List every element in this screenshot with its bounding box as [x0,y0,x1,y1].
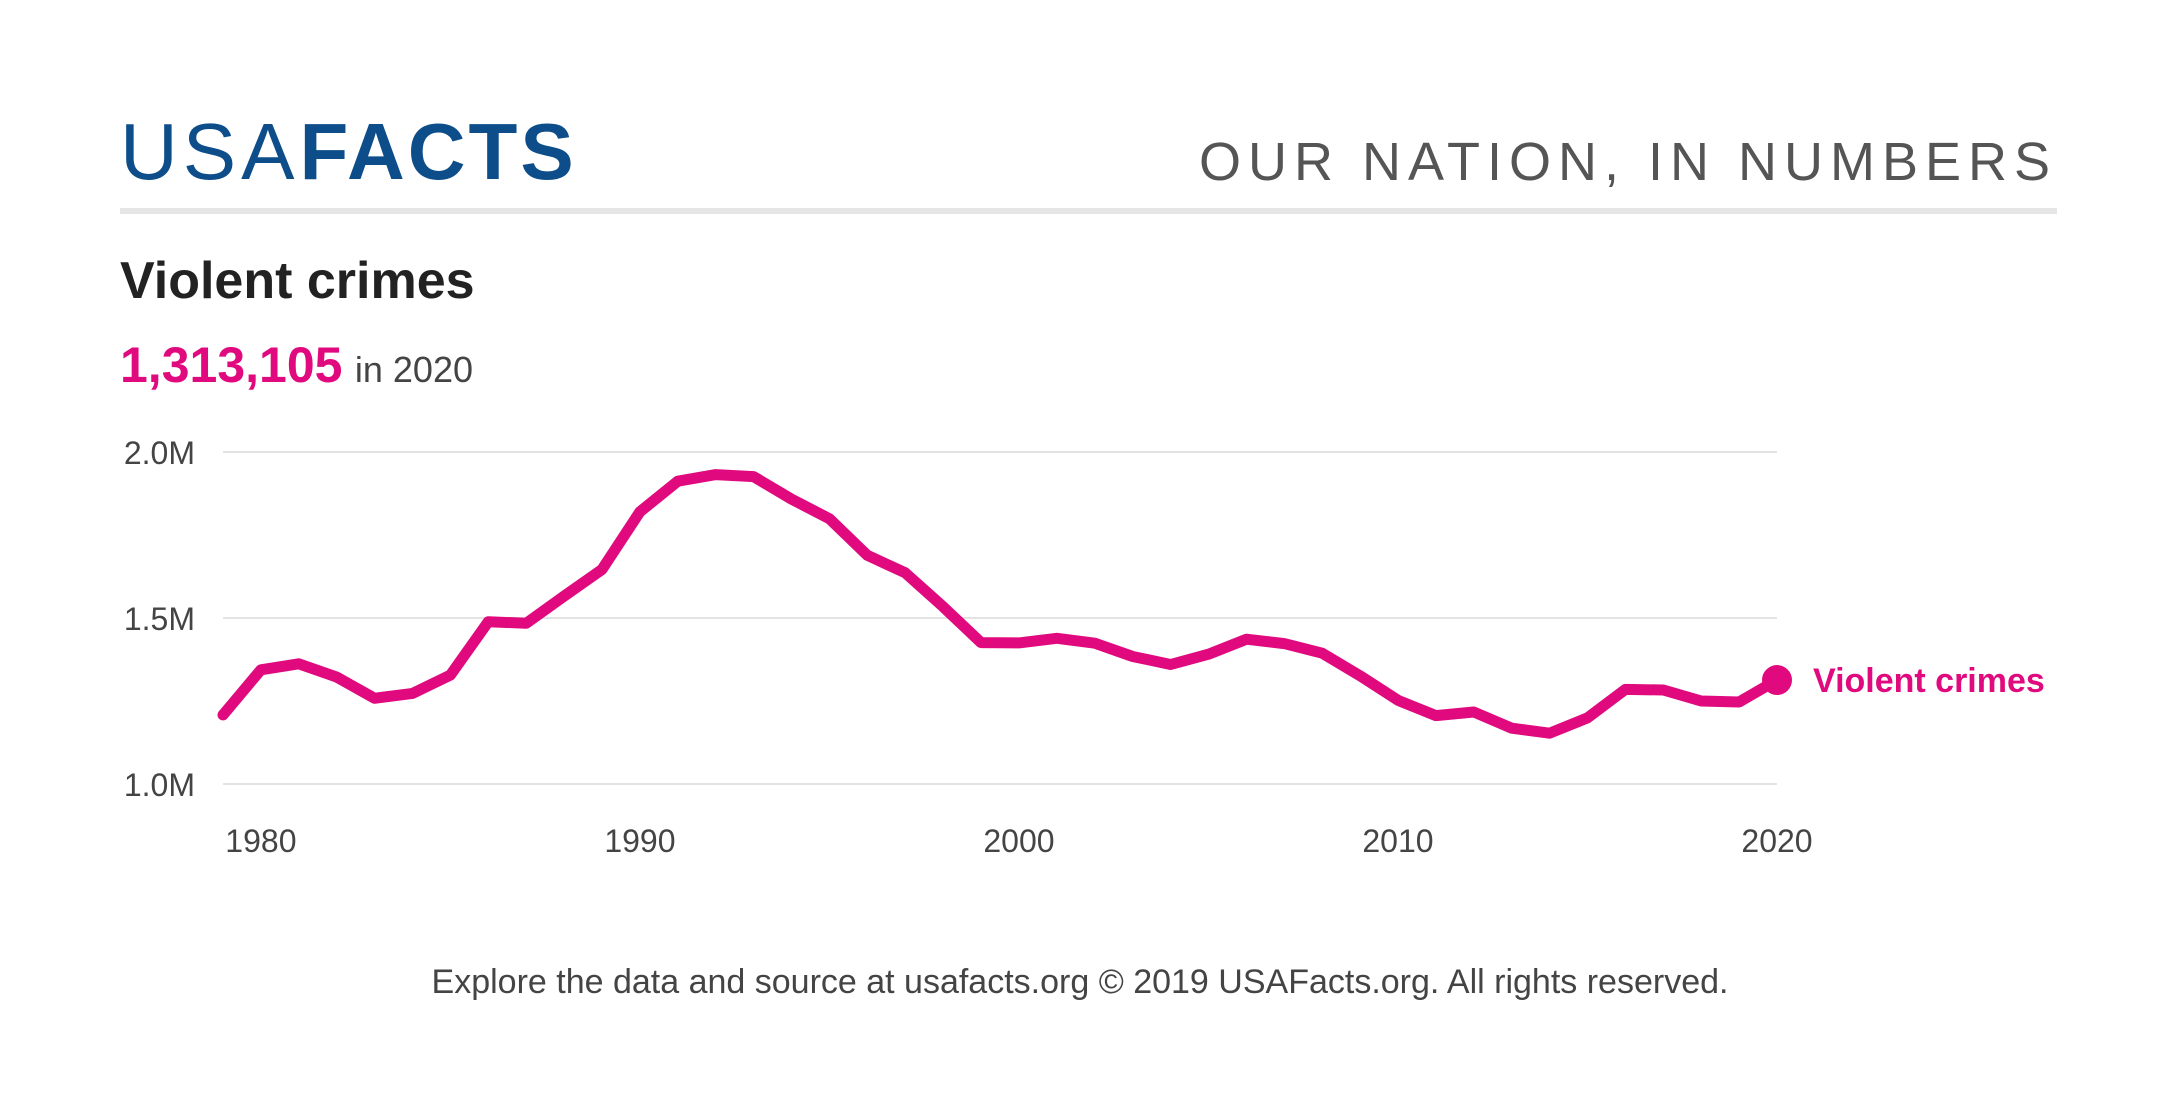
headline-value: 1,313,105 [120,337,343,393]
footer-credit: Explore the data and source at usafacts.… [431,963,1729,1001]
x-tick-label: 2000 [983,823,1054,859]
series-line-violent-crimes [217,469,1783,739]
chart-title: Violent crimes [120,252,475,310]
x-tick-label: 2010 [1362,823,1433,859]
header-divider [120,208,2057,214]
tagline: OUR NATION, IN NUMBERS [1198,132,2057,192]
y-tick-label: 1.5M [124,601,195,637]
series-end-label: Violent crimes [1813,662,2045,700]
x-tick-label: 2020 [1741,823,1812,859]
headline-suffix: in 2020 [354,349,473,390]
series-endpoint-marker [1762,665,1792,696]
x-tick-label: 1990 [604,823,675,859]
y-tick-label: 2.0M [124,435,195,471]
logo-usa-text: USA [120,107,300,196]
x-tick-label: 1980 [225,823,296,859]
headline-stat: 1,313,105 in 2020 [120,335,473,400]
logo-facts-text: FACTS [299,107,577,196]
usafacts-logo[interactable]: USAFACTS [120,112,577,192]
y-tick-label: 1.0M [124,767,195,803]
